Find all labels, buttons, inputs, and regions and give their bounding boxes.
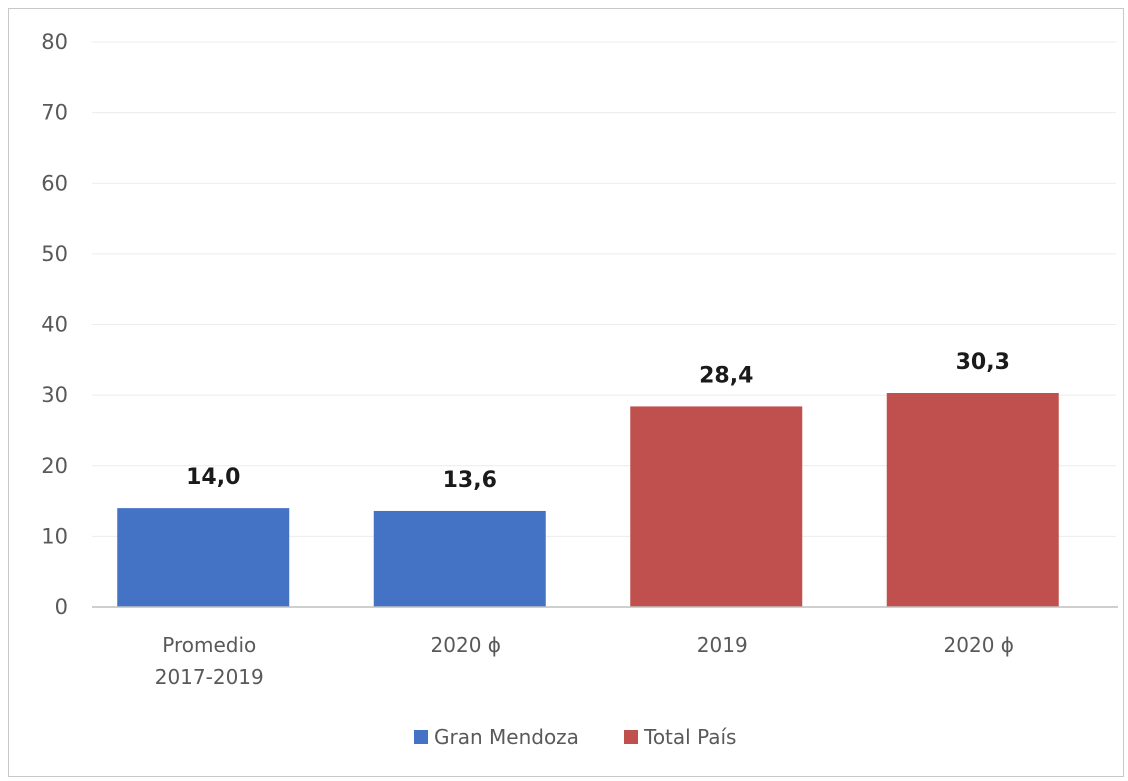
x-tick-label: 2020 ɸ <box>944 633 1014 657</box>
x-tick-label: 2017-2019 <box>155 665 264 689</box>
x-tick-label: 2019 <box>697 633 748 657</box>
data-label: 30,3 <box>956 350 1010 375</box>
y-tick-label: 60 <box>41 171 68 195</box>
bar-total-pais <box>630 406 803 607</box>
data-label: 14,0 <box>186 465 240 490</box>
bar-gran-mendoza <box>373 510 546 607</box>
legend: Gran Mendoza Total País <box>414 725 736 749</box>
legend-label: Total País <box>643 725 736 749</box>
y-tick-label: 0 <box>55 595 68 619</box>
x-axis: Promedio 2017-2019 2020 ɸ 2019 2020 ɸ <box>92 606 1118 689</box>
y-tick-label: 40 <box>41 313 68 337</box>
x-tick-label: 2020 ɸ <box>431 633 501 657</box>
data-label: 13,6 <box>443 468 497 493</box>
chart-frame <box>8 8 1124 777</box>
legend-swatch <box>414 730 428 744</box>
y-axis: 0 10 20 30 40 50 60 70 80 <box>41 30 68 619</box>
x-tick-label: Promedio <box>162 633 256 657</box>
y-tick-label: 50 <box>41 242 68 266</box>
y-tick-label: 10 <box>41 524 68 548</box>
y-tick-label: 20 <box>41 454 68 478</box>
data-labels: 14,0 13,6 28,4 30,3 <box>186 350 1010 493</box>
y-tick-label: 80 <box>41 30 68 54</box>
data-label: 28,4 <box>699 363 753 388</box>
bar-gran-mendoza <box>117 508 290 607</box>
y-tick-label: 30 <box>41 383 68 407</box>
legend-label: Gran Mendoza <box>434 725 579 749</box>
bar-total-pais <box>886 393 1059 607</box>
bars <box>117 393 1059 607</box>
y-tick-label: 70 <box>41 101 68 125</box>
legend-swatch <box>624 730 638 744</box>
